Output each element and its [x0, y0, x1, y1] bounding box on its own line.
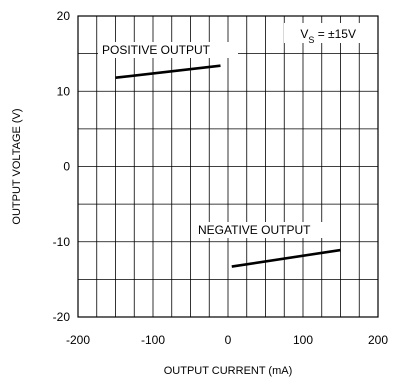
x-tick-label: -100 — [141, 333, 165, 347]
y-tick-label: 0 — [63, 160, 70, 174]
x-axis-label: OUTPUT CURRENT (mA) — [164, 365, 293, 377]
positive-output-label-background — [98, 42, 238, 58]
y-axis-label: OUTPUT VOLTAGE (V) — [11, 108, 23, 224]
x-tick-label: 200 — [368, 333, 388, 347]
positive-output-line — [115, 64, 221, 79]
y-tick-label: -10 — [53, 235, 71, 249]
annotation-suffix: = ±15V — [314, 27, 356, 41]
y-tick-label: 10 — [57, 84, 71, 98]
y-tick-label: -20 — [53, 310, 71, 324]
series-labels: POSITIVE OUTPUT NEGATIVE OUTPUT — [98, 42, 340, 238]
negative-output-label: NEGATIVE OUTPUT — [198, 223, 311, 237]
supply-voltage-annotation: VS = ±15V — [300, 27, 356, 45]
annotation-prefix: V — [300, 27, 308, 41]
annotation-background — [284, 23, 360, 43]
x-tick-label: 0 — [225, 333, 232, 347]
positive-output-label: POSITIVE OUTPUT — [102, 43, 211, 57]
grid — [78, 16, 378, 317]
negative-output-line — [231, 248, 341, 268]
y-tick-label: 20 — [57, 9, 71, 23]
series-lines — [115, 64, 341, 268]
negative-output-label-background — [194, 222, 340, 238]
plot-frame — [77, 15, 379, 318]
x-tick-label: 100 — [293, 333, 313, 347]
x-tick-label: -200 — [66, 333, 90, 347]
annotation-subscript: S — [308, 35, 314, 45]
